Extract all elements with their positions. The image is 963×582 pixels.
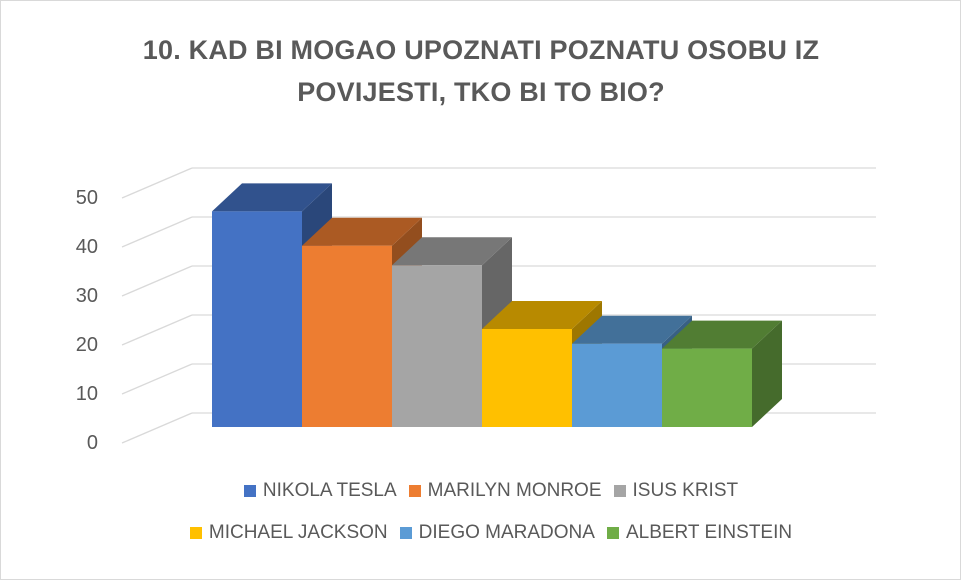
legend-swatch bbox=[243, 485, 256, 497]
legend-item: ALBERT EINSTEIN bbox=[606, 521, 793, 545]
chart-title-line-2: POVIJESTI, TKO BI TO BIO? bbox=[297, 77, 665, 107]
bar-top bbox=[572, 315, 692, 344]
legend-label: ISUS KRIST bbox=[632, 480, 739, 501]
y-tick-label: 10 bbox=[76, 383, 98, 405]
y-tick-label: 30 bbox=[76, 285, 98, 307]
y-tick-label: 0 bbox=[87, 432, 98, 454]
bar-front bbox=[302, 245, 392, 427]
bar-top bbox=[302, 217, 422, 246]
gridline-side bbox=[121, 167, 193, 199]
legend-swatch bbox=[408, 485, 421, 497]
bar-top bbox=[212, 183, 332, 212]
gridline-side bbox=[121, 412, 193, 444]
bar-top bbox=[662, 320, 782, 349]
legend-item: DIEGO MARADONA bbox=[399, 521, 595, 545]
gridline-side bbox=[121, 314, 193, 346]
legend-label: MICHAEL JACKSON bbox=[208, 522, 388, 543]
bar-front bbox=[212, 211, 302, 427]
bar-side bbox=[752, 320, 782, 427]
bar-front bbox=[392, 265, 482, 427]
legend-swatch bbox=[399, 527, 412, 539]
legend-label: NIKOLA TESLA bbox=[262, 480, 397, 501]
legend-swatch bbox=[606, 527, 619, 539]
y-tick-label: 40 bbox=[76, 236, 98, 258]
bar-front bbox=[482, 329, 572, 427]
bar-front bbox=[572, 343, 662, 427]
legend-item: MICHAEL JACKSON bbox=[189, 521, 388, 545]
gridline-side bbox=[121, 216, 193, 248]
legend-item: MARILYN MONROE bbox=[408, 479, 602, 503]
bar-front bbox=[662, 348, 752, 427]
legend-label: ALBERT EINSTEIN bbox=[625, 522, 793, 543]
y-tick-label: 50 bbox=[76, 187, 98, 209]
chart-title: 10. KAD BI MOGAO UPOZNATI POZNATU OSOBU … bbox=[81, 29, 881, 113]
legend-swatch bbox=[189, 527, 202, 539]
legend-item: NIKOLA TESLA bbox=[243, 479, 397, 503]
legend-label: DIEGO MARADONA bbox=[418, 522, 595, 543]
bar-top bbox=[392, 237, 512, 266]
bar bbox=[662, 320, 782, 427]
gridline-side bbox=[121, 265, 193, 297]
y-tick-label: 20 bbox=[76, 334, 98, 356]
chart-title-line-1: 10. KAD BI MOGAO UPOZNATI POZNATU OSOBU … bbox=[142, 35, 820, 65]
bar-top bbox=[482, 301, 602, 329]
gridline-side bbox=[121, 363, 193, 395]
legend-item: ISUS KRIST bbox=[613, 479, 739, 503]
legend: NIKOLA TESLA MARILYN MONROE ISUS KRIST MICH… bbox=[161, 479, 821, 545]
legend-label: MARILYN MONROE bbox=[427, 480, 602, 501]
legend-swatch bbox=[613, 485, 626, 497]
